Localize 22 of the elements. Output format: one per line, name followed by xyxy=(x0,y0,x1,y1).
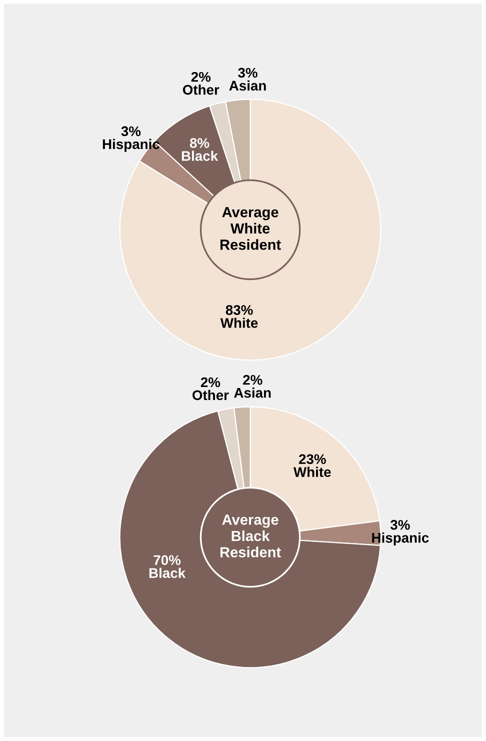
data-label: 3% xyxy=(390,520,410,530)
slice-label: Asian xyxy=(229,80,266,91)
data-label: 70% xyxy=(154,555,181,566)
data-label: 3% xyxy=(238,68,258,78)
data-label: 2% xyxy=(243,374,262,385)
data-label: 83% xyxy=(226,305,253,315)
slice-label: Hispanic xyxy=(102,138,160,152)
slice-label: Other xyxy=(182,84,220,95)
slice-label: Asian xyxy=(234,388,271,398)
text: Average White Resident xyxy=(220,207,281,250)
slice-label: White xyxy=(294,466,331,477)
slice-label: White xyxy=(220,318,258,328)
slice-label: Black xyxy=(182,150,218,161)
data-label: 8% xyxy=(190,138,210,148)
slice-label: Black xyxy=(149,568,186,578)
data-label: 23% xyxy=(298,454,326,464)
slice-label: Other xyxy=(192,390,229,400)
text: Average Black Resident xyxy=(220,514,281,558)
data-label: 3% xyxy=(121,126,141,136)
slice-label: Hispanic xyxy=(372,532,429,546)
data-label: 2% xyxy=(200,377,220,388)
data-label: 2% xyxy=(191,72,211,82)
